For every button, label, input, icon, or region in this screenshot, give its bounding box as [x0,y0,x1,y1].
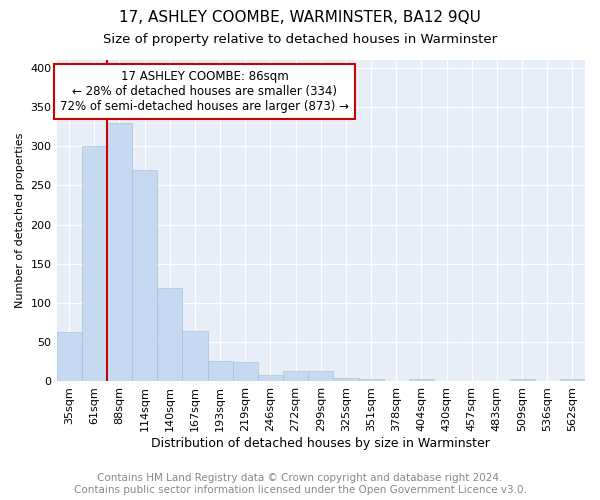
Text: Size of property relative to detached houses in Warminster: Size of property relative to detached ho… [103,32,497,46]
Bar [409,379,434,382]
Bar [334,378,359,382]
Bar [208,361,233,382]
Bar [107,122,132,382]
Bar [82,146,107,382]
X-axis label: Distribution of detached houses by size in Warminster: Distribution of detached houses by size … [151,437,490,450]
Text: 17 ASHLEY COOMBE: 86sqm
← 28% of detached houses are smaller (334)
72% of semi-d: 17 ASHLEY COOMBE: 86sqm ← 28% of detache… [60,70,349,112]
Bar [308,372,334,382]
Bar [509,379,535,382]
Bar [258,375,283,382]
Bar [560,379,585,382]
Bar [182,332,208,382]
Bar [283,372,308,382]
Bar [233,362,258,382]
Bar [157,288,182,382]
Bar [359,379,383,382]
Text: Contains HM Land Registry data © Crown copyright and database right 2024.
Contai: Contains HM Land Registry data © Crown c… [74,474,526,495]
Y-axis label: Number of detached properties: Number of detached properties [15,133,25,308]
Bar [132,170,157,382]
Bar [56,332,82,382]
Text: 17, ASHLEY COOMBE, WARMINSTER, BA12 9QU: 17, ASHLEY COOMBE, WARMINSTER, BA12 9QU [119,10,481,25]
